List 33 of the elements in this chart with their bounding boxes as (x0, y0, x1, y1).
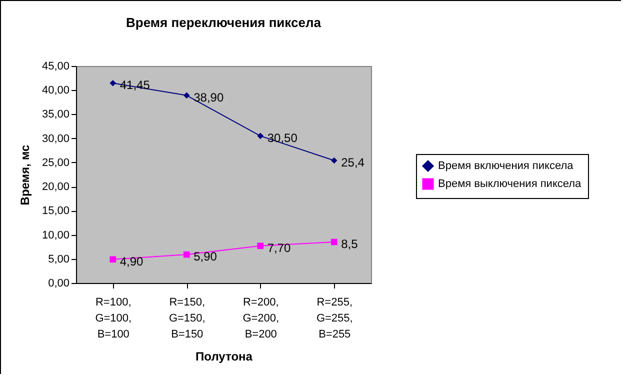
y-tick-label: 15,00 (42, 205, 70, 218)
chart-title: Время переключения пиксела (126, 15, 322, 30)
y-tick-label: 20,00 (42, 181, 70, 194)
x-axis-title: Полутона (196, 350, 253, 364)
point (183, 92, 190, 99)
point (257, 242, 264, 250)
y-tick-label: 0,00 (48, 278, 70, 290)
y-tick-label: 5,00 (48, 253, 70, 266)
y-tick-label: 40,00 (42, 84, 70, 97)
y-tick-label: 45,00 (42, 60, 70, 72)
point (110, 256, 116, 263)
y-tick-label: 10,00 (42, 229, 70, 242)
point (330, 238, 338, 246)
point (257, 132, 264, 140)
x-tick-label: R=200, G=200, B=200 (242, 296, 280, 340)
point (183, 251, 190, 258)
x-tick-label: R=150, G=150, B=150 (168, 296, 206, 340)
legend-label: Время включения пиксела (438, 160, 574, 172)
y-tick-label: 35,00 (42, 108, 70, 121)
y-tick-label: 30,00 (42, 132, 70, 145)
data-label: 8,5 (341, 237, 358, 252)
data-label: 5,90 (194, 250, 218, 264)
x-tick-label: R=100, G=100, B=100 (95, 296, 132, 340)
data-label: 25,4 (341, 156, 365, 170)
legend-label: Время выключения пиксела (438, 178, 582, 190)
point (110, 80, 116, 86)
data-label: 4,90 (120, 254, 144, 268)
y-tick-label: 25,00 (42, 156, 70, 169)
x-tick-label: R=255, G=255, B=255 (316, 296, 353, 340)
data-label: 30,50 (267, 130, 298, 145)
y-axis-title: Время, мс (18, 144, 32, 206)
point (330, 157, 338, 164)
data-label: 38,90 (194, 90, 224, 104)
